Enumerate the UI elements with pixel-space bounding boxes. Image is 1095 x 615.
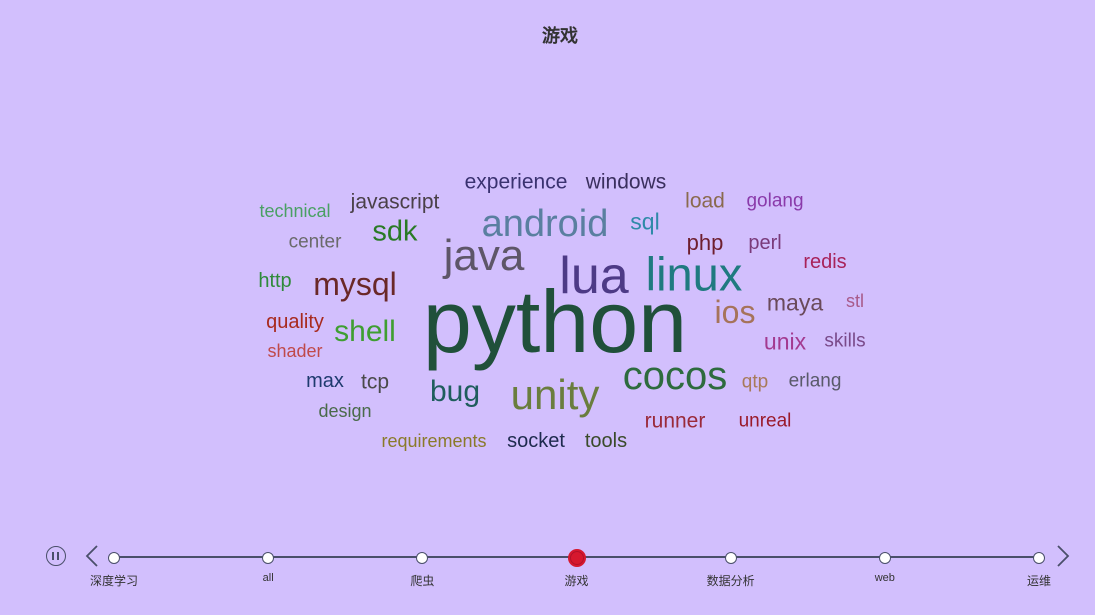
timeline-label[interactable]: 爬虫 xyxy=(410,574,435,588)
timeline: 深度学习 all 爬虫 游戏 数据分析 web 运维 xyxy=(0,530,1095,600)
chevron-right-icon[interactable] xyxy=(1055,544,1071,568)
word-center: center xyxy=(288,231,342,253)
timeline-label[interactable]: 游戏 xyxy=(564,574,589,588)
timeline-node[interactable] xyxy=(1033,552,1045,564)
word-sdk: sdk xyxy=(372,215,418,248)
pause-button[interactable] xyxy=(46,546,66,566)
word-unity: unity xyxy=(510,371,600,418)
word-http: http xyxy=(258,270,292,292)
word-unix: unix xyxy=(763,328,807,355)
word-shell: shell xyxy=(334,315,396,348)
word-golang: golang xyxy=(746,190,804,212)
word-redis: redis xyxy=(803,251,847,273)
word-stl: stl xyxy=(846,291,864,311)
word-design: design xyxy=(318,401,372,421)
word-tools: tools xyxy=(584,430,628,452)
timeline-label[interactable]: all xyxy=(262,572,274,584)
word-experience: experience xyxy=(464,170,568,194)
word-technical: technical xyxy=(259,201,331,221)
word-lua: lua xyxy=(559,247,629,305)
timeline-label[interactable]: 数据分析 xyxy=(706,574,755,588)
word-quality: quality xyxy=(266,311,324,333)
word-maya: maya xyxy=(766,289,824,316)
word-skills: skills xyxy=(824,330,866,352)
word-cocos: cocos xyxy=(622,354,728,398)
pause-icon-bar xyxy=(52,552,54,560)
word-requirements: requirements xyxy=(381,431,487,451)
word-javascript: javascript xyxy=(350,190,440,214)
word-qtp: qtp xyxy=(741,371,769,393)
word-linux: linux xyxy=(645,247,743,301)
word-erlang: erlang xyxy=(788,370,842,392)
word-socket: socket xyxy=(507,430,565,452)
timeline-node[interactable] xyxy=(416,552,429,564)
word-shader: shader xyxy=(267,341,323,361)
word-mysql: mysql xyxy=(313,266,397,302)
word-android: android xyxy=(481,203,609,245)
word-runner: runner xyxy=(644,409,706,433)
word-tcp: tcp xyxy=(360,370,390,394)
timeline-node[interactable] xyxy=(878,552,891,564)
word-java: java xyxy=(443,231,525,280)
word-sql: sql xyxy=(630,208,660,235)
word-php: php xyxy=(686,230,724,255)
chevron-left-icon[interactable] xyxy=(84,544,100,568)
word-ios: ios xyxy=(714,294,756,330)
word-load: load xyxy=(685,189,725,213)
pause-icon-bar xyxy=(57,552,59,560)
timeline-node[interactable] xyxy=(108,552,120,564)
timeline-label[interactable]: 深度学习 xyxy=(89,574,139,588)
word-max: max xyxy=(306,370,344,392)
word-python: python xyxy=(422,272,688,371)
word-windows: windows xyxy=(585,170,667,194)
timeline-node[interactable] xyxy=(262,552,275,564)
word-unreal: unreal xyxy=(738,410,792,432)
timeline-label[interactable]: 运维 xyxy=(1026,574,1052,588)
word-bug: bug xyxy=(429,375,481,408)
timeline-node[interactable] xyxy=(567,549,586,567)
word-perl: perl xyxy=(748,232,782,254)
word-cloud: python lua linux java cocos unity android mysql… xyxy=(258,170,866,452)
timeline-label[interactable]: web xyxy=(874,572,895,584)
chart-title: 游戏 xyxy=(542,26,578,47)
timeline-node[interactable] xyxy=(724,552,737,564)
